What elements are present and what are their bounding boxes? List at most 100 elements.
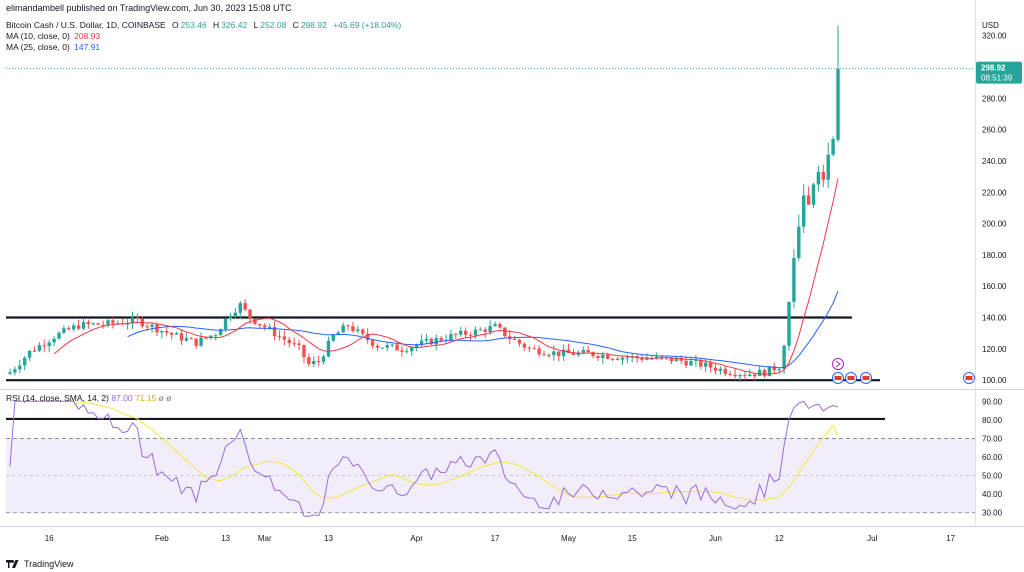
candle-body xyxy=(610,358,615,360)
candle-body xyxy=(37,345,42,351)
candle-body xyxy=(218,329,223,336)
time-tick-label: Jul xyxy=(867,534,877,543)
candle-body xyxy=(341,325,345,333)
price-tick-label: 280.00 xyxy=(982,94,1007,103)
candle-body xyxy=(650,358,654,360)
candle-body xyxy=(385,345,389,348)
candle-body xyxy=(561,349,566,357)
candle-body xyxy=(419,340,424,345)
candle xyxy=(101,320,105,329)
candle-body xyxy=(27,350,32,358)
candle-body xyxy=(228,315,233,319)
candle xyxy=(797,214,801,261)
candle xyxy=(282,330,287,346)
candle xyxy=(767,366,772,377)
candle xyxy=(591,351,595,359)
candle xyxy=(527,346,532,352)
candle xyxy=(86,319,91,329)
economic-event-icon xyxy=(963,372,975,384)
candle xyxy=(297,339,301,351)
candle xyxy=(630,353,634,363)
candle xyxy=(787,301,791,352)
candle-body xyxy=(91,323,96,325)
candle xyxy=(292,337,296,347)
candle xyxy=(684,355,688,369)
candle-body xyxy=(414,344,419,348)
ma10-legend[interactable]: MA (10, close, 0) 208.93 xyxy=(6,31,100,41)
candle-body xyxy=(659,356,664,358)
candle xyxy=(463,327,468,339)
candle-body xyxy=(498,324,502,328)
candle-body xyxy=(517,339,522,344)
footer-brand-label: TradingView xyxy=(24,559,74,569)
candle-body xyxy=(351,326,355,332)
candle-body xyxy=(552,351,556,356)
rsi-label: RSI (14, close, SMA, 14, 2) xyxy=(6,393,109,403)
candle-body xyxy=(199,337,203,346)
candle-body xyxy=(174,333,179,335)
rsi-legend[interactable]: RSI (14, close, SMA, 14, 2) 87.00 71.15 … xyxy=(6,393,171,403)
candle-body xyxy=(18,365,22,370)
candle xyxy=(537,345,541,358)
ma25-legend[interactable]: MA (25, close, 0) 147.91 xyxy=(6,42,100,52)
candle-body xyxy=(777,369,781,371)
candle-body xyxy=(52,338,56,343)
candle xyxy=(762,368,767,378)
flag-stripe xyxy=(965,376,973,380)
candle-body xyxy=(689,361,693,366)
candle xyxy=(356,325,360,334)
candle-body xyxy=(615,358,620,360)
candle-body xyxy=(449,334,453,341)
candle xyxy=(508,330,512,345)
candle-body xyxy=(130,317,135,324)
candle-body xyxy=(356,329,360,332)
candle-body xyxy=(233,312,238,316)
candle xyxy=(836,25,840,143)
low-value: 252.08 xyxy=(260,20,287,30)
candle xyxy=(723,366,728,377)
candle xyxy=(71,323,76,332)
price-tag-value: 298.92 xyxy=(981,64,1006,73)
candle xyxy=(454,333,458,340)
candle-body xyxy=(537,348,541,355)
candle-body xyxy=(71,325,76,330)
candle xyxy=(179,328,184,345)
candle xyxy=(267,323,272,331)
candle xyxy=(135,313,140,323)
candle-body xyxy=(267,326,272,328)
candle-body xyxy=(571,353,576,356)
candle xyxy=(312,356,316,368)
candle-body xyxy=(179,333,184,341)
candle-body xyxy=(8,372,12,374)
time-tick-label: 13 xyxy=(221,534,230,543)
candle-body xyxy=(806,195,811,205)
candle xyxy=(400,345,404,358)
symbol-name[interactable]: Bitcoin Cash / U.S. Dollar, 1D, COINBASE xyxy=(6,20,166,30)
candle-body xyxy=(606,354,610,359)
rsi-line xyxy=(9,400,839,517)
footer-brand[interactable]: TradingView xyxy=(6,559,74,569)
candle-body xyxy=(86,322,91,325)
candle-body xyxy=(704,362,708,367)
price-tick-label: 100.00 xyxy=(982,376,1007,385)
candle-body xyxy=(787,301,791,346)
candle-body xyxy=(410,347,414,352)
candle xyxy=(757,365,762,377)
candle xyxy=(405,347,409,354)
candle-body xyxy=(243,303,247,310)
candle xyxy=(561,344,566,361)
candle-body xyxy=(836,68,840,140)
candle-body xyxy=(821,171,826,180)
candle xyxy=(459,327,463,337)
candle-body xyxy=(57,332,61,339)
candle-body xyxy=(346,325,350,327)
time-tick-label: 17 xyxy=(491,534,500,543)
candle xyxy=(130,311,135,329)
candle xyxy=(385,342,389,352)
candle xyxy=(189,337,193,340)
change-value: +45.69 (+18.04%) xyxy=(333,20,402,30)
candle xyxy=(81,319,86,331)
candle-body xyxy=(557,351,561,357)
currency-label: USD xyxy=(982,21,999,30)
